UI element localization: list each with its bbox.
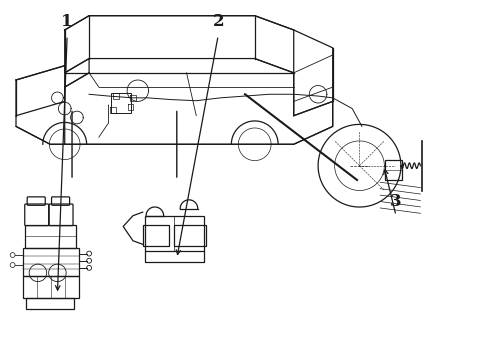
Bar	[111, 93, 130, 113]
Bar	[26, 298, 74, 309]
Bar	[143, 225, 170, 246]
Bar	[385, 160, 402, 180]
Bar	[174, 225, 206, 246]
Bar	[24, 276, 79, 298]
Bar	[25, 225, 76, 248]
Text: 3: 3	[390, 193, 402, 210]
Text: 2: 2	[212, 13, 224, 30]
Bar	[24, 248, 79, 276]
Bar	[145, 216, 203, 251]
Text: 1: 1	[61, 13, 73, 30]
